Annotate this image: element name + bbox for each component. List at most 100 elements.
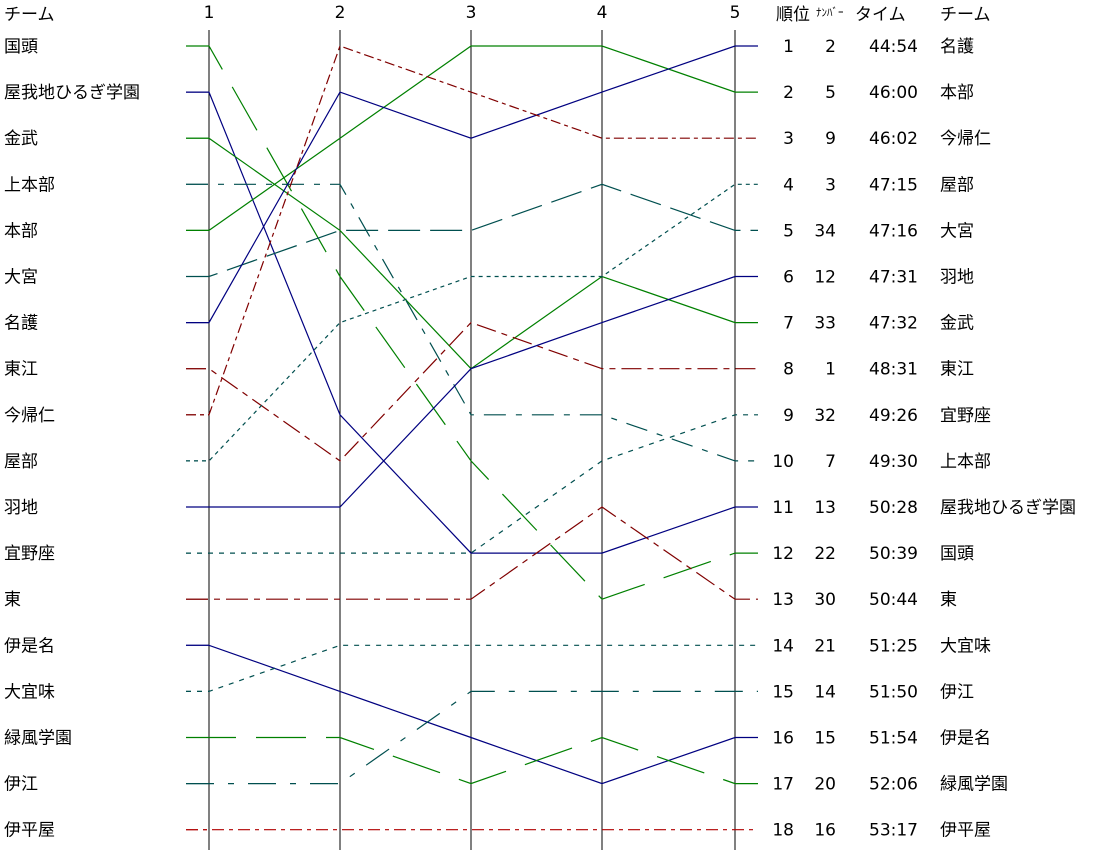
- result-rank: 16: [772, 729, 794, 749]
- result-rank: 3: [783, 129, 794, 149]
- result-number: 15: [814, 729, 836, 749]
- result-team: 金武: [940, 314, 974, 334]
- start-team-label: 名護: [4, 314, 38, 334]
- checkpoint-label-3: 3: [466, 3, 477, 23]
- result-rank: 4: [783, 175, 794, 195]
- series-line: [186, 690, 758, 785]
- result-row: 4 3 47:15 屋部: [783, 175, 974, 195]
- result-rank: 8: [783, 360, 794, 380]
- result-number: 7: [825, 452, 836, 472]
- header-team-right: チーム: [940, 5, 991, 25]
- start-team-label: 緑風学園: [4, 729, 72, 749]
- result-time: 46:02: [869, 129, 918, 149]
- result-rank: 12: [772, 544, 794, 564]
- result-row: 6 12 47:31 羽地: [783, 268, 974, 288]
- start-team-label: 宜野座: [4, 544, 55, 564]
- result-time: 49:26: [869, 406, 918, 426]
- header-time: タイム: [855, 5, 906, 25]
- start-team-label: 伊江: [4, 775, 38, 795]
- start-team-label: 大宜味: [4, 682, 55, 702]
- result-time: 51:54: [869, 729, 918, 749]
- result-team: 屋我地ひるぎ学園: [940, 498, 1076, 518]
- result-row: 3 9 46:02 今帰仁: [783, 129, 991, 149]
- result-row: 17 20 52:06 緑風学園: [772, 775, 1008, 795]
- result-number: 30: [814, 590, 836, 610]
- result-rank: 13: [772, 590, 794, 610]
- result-team: 伊平屋: [940, 821, 991, 841]
- result-rank: 7: [783, 314, 794, 334]
- result-number: 21: [814, 636, 836, 656]
- result-rank: 14: [772, 636, 794, 656]
- start-team-label: 国頭: [4, 37, 38, 57]
- start-team-label: 東: [4, 590, 21, 610]
- start-team-label: 大宮: [4, 268, 38, 288]
- checkpoint-axes: 1 2 3 4 5: [204, 3, 740, 850]
- start-team-label: 屋我地ひるぎ学園: [4, 83, 140, 103]
- series-line: [186, 45, 758, 416]
- result-number: 14: [814, 682, 836, 702]
- series-line: [186, 275, 758, 508]
- result-time: 50:44: [869, 590, 918, 610]
- result-row: 15 14 51:50 伊江: [772, 682, 974, 702]
- result-time: 48:31: [869, 360, 918, 380]
- result-team: 大宮: [940, 221, 974, 241]
- result-team: 伊江: [940, 682, 974, 702]
- result-time: 49:30: [869, 452, 918, 472]
- series-line: [186, 414, 758, 554]
- series-line: [186, 45, 758, 600]
- series-line: [186, 644, 758, 785]
- result-row: 11 13 50:28 屋我地ひるぎ学園: [772, 498, 1076, 518]
- result-time: 50:39: [869, 544, 918, 564]
- result-time: 53:17: [869, 821, 918, 841]
- checkpoint-label-1: 1: [204, 3, 215, 23]
- result-team: 国頭: [940, 544, 974, 564]
- result-rank: 15: [772, 682, 794, 702]
- start-team-label: 屋部: [4, 452, 38, 472]
- result-time: 50:28: [869, 498, 918, 518]
- series-line: [186, 183, 758, 462]
- start-team-label: 金武: [4, 129, 38, 149]
- result-number: 13: [814, 498, 836, 518]
- start-team-label: 伊是名: [4, 636, 55, 656]
- start-team-label: 本部: [4, 221, 38, 241]
- result-rank: 1: [783, 37, 794, 57]
- result-team: 屋部: [940, 175, 974, 195]
- result-number: 22: [814, 544, 836, 564]
- result-number: 3: [825, 175, 836, 195]
- result-rank: 10: [772, 452, 794, 472]
- result-number: 9: [825, 129, 836, 149]
- checkpoint-label-2: 2: [335, 3, 346, 23]
- left-ticks: [186, 45, 209, 831]
- result-rank: 2: [783, 83, 794, 103]
- result-time: 47:31: [869, 268, 918, 288]
- result-time: 51:50: [869, 682, 918, 702]
- result-row: 7 33 47:32 金武: [783, 314, 974, 334]
- result-time: 47:16: [869, 221, 918, 241]
- result-rank: 9: [783, 406, 794, 426]
- result-time: 51:25: [869, 636, 918, 656]
- result-row: 8 1 48:31 東江: [783, 360, 974, 380]
- result-time: 52:06: [869, 775, 918, 795]
- result-rank: 17: [772, 775, 794, 795]
- result-time: 47:32: [869, 314, 918, 334]
- series-line: [186, 183, 758, 462]
- start-team-label: 今帰仁: [4, 406, 55, 426]
- result-rank: 5: [783, 221, 794, 241]
- header-number: ﾅﾝﾊﾞｰ: [816, 6, 844, 19]
- result-row: 13 30 50:44 東: [772, 590, 957, 610]
- result-number: 32: [814, 406, 836, 426]
- result-row: 14 21 51:25 大宜味: [772, 636, 991, 656]
- result-number: 5: [825, 83, 836, 103]
- result-rank: 6: [783, 268, 794, 288]
- result-team: 上本部: [940, 452, 991, 472]
- series-lines: [186, 45, 758, 831]
- result-number: 12: [814, 268, 836, 288]
- result-row: 1 2 44:54 名護: [783, 37, 974, 57]
- result-team: 伊是名: [940, 729, 991, 749]
- result-team: 東: [940, 590, 957, 610]
- result-time: 46:00: [869, 83, 918, 103]
- series-line: [186, 91, 758, 554]
- series-line: [186, 45, 758, 324]
- result-time: 47:15: [869, 175, 918, 195]
